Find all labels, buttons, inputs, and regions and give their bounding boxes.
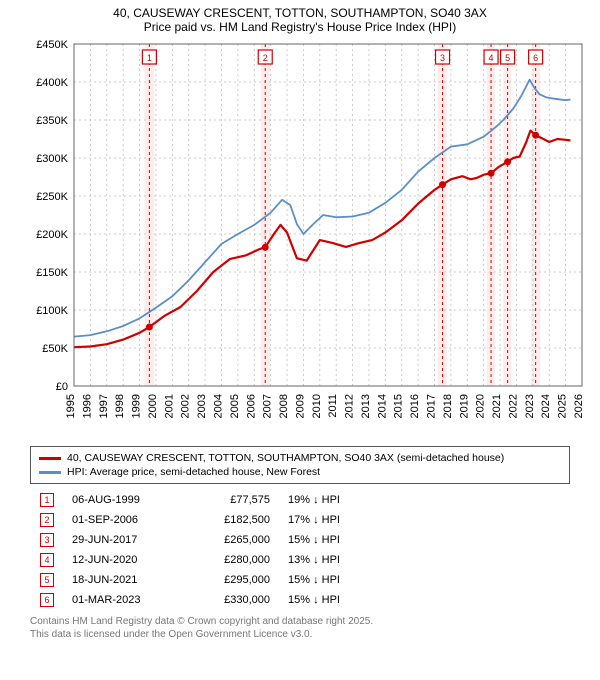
tx-date: 12-JUN-2020	[72, 554, 172, 566]
svg-text:2018: 2018	[442, 394, 454, 418]
svg-text:2024: 2024	[540, 394, 552, 418]
svg-text:£400K: £400K	[36, 77, 68, 89]
tx-price: £265,000	[190, 534, 270, 546]
tx-diff: 19% ↓ HPI	[288, 494, 378, 506]
tx-price: £182,500	[190, 514, 270, 526]
svg-text:2002: 2002	[180, 394, 192, 418]
tx-marker-icon: 4	[40, 553, 54, 567]
svg-text:4: 4	[489, 53, 494, 63]
footer-line2: This data is licensed under the Open Gov…	[30, 629, 570, 642]
svg-text:£0: £0	[56, 381, 68, 393]
tx-date: 06-AUG-1999	[72, 494, 172, 506]
svg-text:1999: 1999	[131, 394, 143, 418]
legend-item-hpi: HPI: Average price, semi-detached house,…	[39, 465, 561, 479]
svg-text:2013: 2013	[360, 394, 372, 418]
tx-diff: 15% ↓ HPI	[288, 594, 378, 606]
svg-text:2: 2	[263, 53, 268, 63]
tx-marker-icon: 5	[40, 573, 54, 587]
svg-text:2005: 2005	[229, 394, 241, 418]
legend-label-price: 40, CAUSEWAY CRESCENT, TOTTON, SOUTHAMPT…	[67, 452, 504, 464]
svg-text:2026: 2026	[573, 394, 585, 418]
svg-text:2003: 2003	[196, 394, 208, 418]
svg-text:2022: 2022	[507, 394, 519, 418]
svg-text:2008: 2008	[278, 394, 290, 418]
title-line2: Price paid vs. HM Land Registry's House …	[10, 20, 590, 34]
tx-date: 18-JUN-2021	[72, 574, 172, 586]
tx-diff: 17% ↓ HPI	[288, 514, 378, 526]
tx-row: 2 01-SEP-2006 £182,500 17% ↓ HPI	[40, 510, 570, 530]
legend-label-hpi: HPI: Average price, semi-detached house,…	[67, 466, 320, 478]
tx-price: £295,000	[190, 574, 270, 586]
title-line1: 40, CAUSEWAY CRESCENT, TOTTON, SOUTHAMPT…	[10, 6, 590, 20]
transactions-table: 1 06-AUG-1999 £77,575 19% ↓ HPI 2 01-SEP-2006…	[40, 490, 570, 610]
tx-price: £280,000	[190, 554, 270, 566]
svg-text:£350K: £350K	[36, 115, 68, 127]
svg-text:2023: 2023	[524, 394, 536, 418]
svg-text:2020: 2020	[475, 394, 487, 418]
svg-text:2014: 2014	[376, 394, 388, 418]
tx-marker-icon: 6	[40, 593, 54, 607]
tx-row: 6 01-MAR-2023 £330,000 15% ↓ HPI	[40, 590, 570, 610]
tx-row: 3 29-JUN-2017 £265,000 15% ↓ HPI	[40, 530, 570, 550]
svg-text:£200K: £200K	[36, 229, 68, 241]
svg-text:2010: 2010	[311, 394, 323, 418]
svg-text:1996: 1996	[81, 394, 93, 418]
svg-text:2021: 2021	[491, 394, 503, 418]
tx-price: £77,575	[190, 494, 270, 506]
tx-marker-icon: 1	[40, 493, 54, 507]
svg-text:1997: 1997	[98, 394, 110, 418]
legend-item-price: 40, CAUSEWAY CRESCENT, TOTTON, SOUTHAMPT…	[39, 451, 561, 465]
tx-date: 01-SEP-2006	[72, 514, 172, 526]
tx-date: 29-JUN-2017	[72, 534, 172, 546]
svg-text:£100K: £100K	[36, 305, 68, 317]
tx-diff: 15% ↓ HPI	[288, 574, 378, 586]
svg-text:£250K: £250K	[36, 191, 68, 203]
legend-swatch-price	[39, 457, 61, 460]
tx-diff: 15% ↓ HPI	[288, 534, 378, 546]
legend-swatch-hpi	[39, 471, 61, 474]
svg-text:£300K: £300K	[36, 153, 68, 165]
footer-attribution: Contains HM Land Registry data © Crown c…	[30, 616, 570, 641]
tx-diff: 13% ↓ HPI	[288, 554, 378, 566]
svg-text:2007: 2007	[262, 394, 274, 418]
svg-text:2001: 2001	[163, 394, 175, 418]
footer-line1: Contains HM Land Registry data © Crown c…	[30, 616, 570, 629]
svg-text:2015: 2015	[393, 394, 405, 418]
svg-text:6: 6	[533, 53, 538, 63]
tx-marker-icon: 2	[40, 513, 54, 527]
tx-row: 1 06-AUG-1999 £77,575 19% ↓ HPI	[40, 490, 570, 510]
svg-text:5: 5	[505, 53, 510, 63]
tx-marker-icon: 3	[40, 533, 54, 547]
svg-text:1: 1	[147, 53, 152, 63]
svg-text:2016: 2016	[409, 394, 421, 418]
svg-text:2017: 2017	[426, 394, 438, 418]
svg-text:£50K: £50K	[42, 343, 68, 355]
svg-text:2000: 2000	[147, 394, 159, 418]
tx-price: £330,000	[190, 594, 270, 606]
chart-title: 40, CAUSEWAY CRESCENT, TOTTON, SOUTHAMPT…	[0, 0, 600, 36]
svg-text:1995: 1995	[65, 394, 77, 418]
svg-text:2012: 2012	[344, 394, 356, 418]
svg-text:1998: 1998	[114, 394, 126, 418]
svg-text:3: 3	[440, 53, 445, 63]
svg-text:2011: 2011	[327, 394, 339, 418]
tx-row: 4 12-JUN-2020 £280,000 13% ↓ HPI	[40, 550, 570, 570]
svg-text:2006: 2006	[245, 394, 257, 418]
legend: 40, CAUSEWAY CRESCENT, TOTTON, SOUTHAMPT…	[30, 446, 570, 484]
chart-svg: £0 £50K £100K £150K £200K £250K £300K £350K £400…	[30, 40, 590, 440]
svg-text:£450K: £450K	[36, 40, 68, 51]
svg-text:2025: 2025	[557, 394, 569, 418]
svg-text:£150K: £150K	[36, 267, 68, 279]
chart-area: £0 £50K £100K £150K £200K £250K £300K £350K £400…	[30, 40, 590, 440]
svg-text:2009: 2009	[294, 394, 306, 418]
tx-row: 5 18-JUN-2021 £295,000 15% ↓ HPI	[40, 570, 570, 590]
svg-text:2004: 2004	[212, 394, 224, 418]
svg-text:2019: 2019	[458, 394, 470, 418]
tx-date: 01-MAR-2023	[72, 594, 172, 606]
